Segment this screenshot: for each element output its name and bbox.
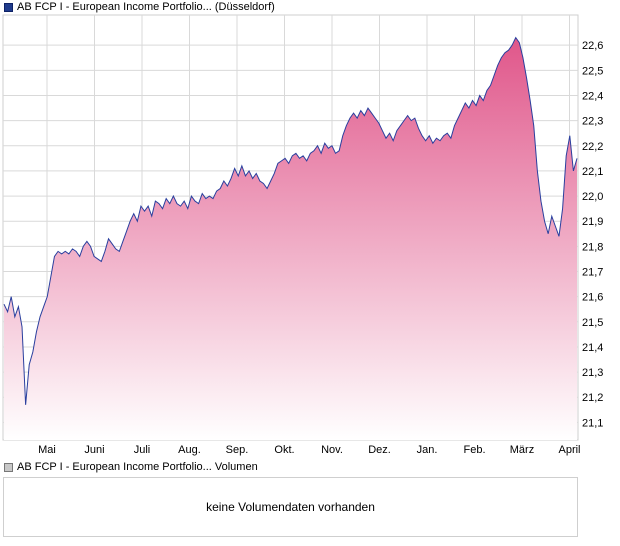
volume-legend: AB FCP I - European Income Portfolio... … (4, 460, 258, 474)
price-legend-swatch (4, 2, 13, 12)
x-tick-label: Feb. (463, 444, 485, 456)
x-tick-label: März (510, 444, 534, 456)
y-tick-label: 22,0 (582, 191, 603, 203)
price-legend-label: AB FCP I - European Income Portfolio... … (17, 1, 275, 13)
x-tick-label: Okt. (274, 444, 294, 456)
y-tick-label: 21,6 (582, 292, 603, 304)
x-tick-label: Jan. (417, 444, 438, 456)
y-tick-label: 22,2 (582, 141, 603, 153)
x-tick-label: Mai (38, 444, 56, 456)
y-tick-label: 22,6 (582, 40, 603, 52)
price-legend: AB FCP I - European Income Portfolio... … (4, 0, 275, 14)
x-tick-label: April (558, 444, 580, 456)
y-tick-label: 21,8 (582, 241, 603, 253)
y-tick-label: 22,4 (582, 90, 603, 102)
no-volume-message: keine Volumendaten vorhanden (206, 500, 375, 514)
x-tick-label: Dez. (368, 444, 391, 456)
price-area (4, 37, 577, 440)
y-tick-label: 21,7 (582, 267, 603, 279)
x-tick-label: Juli (134, 444, 151, 456)
x-tick-label: Sep. (226, 444, 249, 456)
volume-legend-swatch (4, 462, 13, 472)
y-tick-label: 21,9 (582, 216, 603, 228)
x-axis: Mai Juni Juli Aug. Sep. Okt. Nov. Dez. Jan. Feb. M… (38, 444, 580, 456)
x-tick-label: Nov. (321, 444, 343, 456)
y-tick-label: 21,1 (582, 417, 603, 429)
y-tick-label: 22,3 (582, 116, 603, 128)
y-axis: 21,1 21,2 21,3 21,4 21,5 21,6 21,7 21,8 21,9 22,0… (582, 40, 603, 429)
price-chart: 21,1 21,2 21,3 21,4 21,5 21,6 21,7 21,8 21,9 22,0… (2, 14, 603, 456)
price-line (3, 36, 578, 405)
y-tick-label: 21,5 (582, 317, 603, 329)
volume-legend-label: AB FCP I - European Income Portfolio... … (17, 461, 258, 473)
y-tick-label: 22,5 (582, 65, 603, 77)
y-tick-label: 21,2 (582, 392, 603, 404)
y-tick-label: 22,1 (582, 166, 603, 178)
y-tick-label: 21,3 (582, 367, 603, 379)
x-tick-label: Aug. (178, 444, 201, 456)
x-tick-label: Juni (84, 444, 104, 456)
volume-panel: keine Volumendaten vorhanden (3, 477, 578, 537)
y-tick-label: 21,4 (582, 342, 603, 354)
